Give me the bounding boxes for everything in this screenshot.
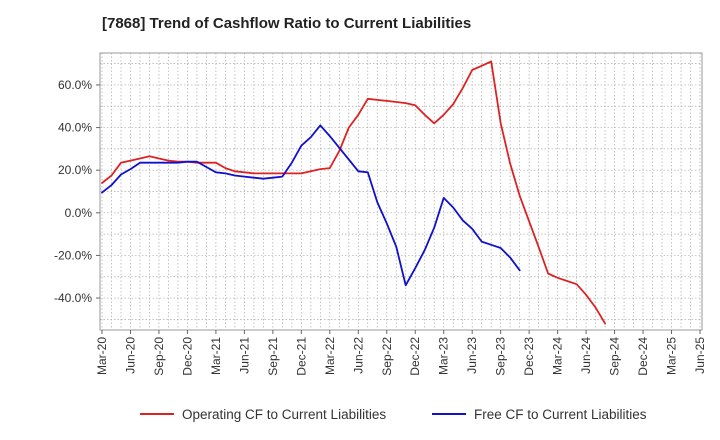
y-tick-label: 0.0%: [65, 206, 93, 220]
plot-border: [99, 52, 703, 331]
x-tick-label: Dec-20: [180, 337, 194, 376]
x-tick-label: Mar-25: [665, 337, 679, 375]
x-tick-label: Jun-24: [579, 337, 593, 374]
y-tick-label: 40.0%: [58, 121, 92, 135]
chart-title: [7868] Trend of Cashflow Ratio to Curren…: [102, 15, 472, 32]
x-tick-label: Jun-25: [693, 337, 707, 374]
x-tick-label: Jun-21: [237, 337, 251, 374]
x-tick-label: Jun-20: [123, 337, 137, 374]
x-tick-label: Sep-22: [380, 337, 394, 376]
x-tick-label: Sep-21: [266, 337, 280, 376]
y-tick-label: 60.0%: [58, 78, 92, 92]
legend: Operating CF to Current Liabilities Free …: [140, 407, 647, 422]
x-tick-label: Sep-24: [608, 337, 622, 376]
x-tick-label: Dec-23: [522, 337, 536, 376]
x-axis: Mar-20 Jun-20 Sep-20 Dec-20 Mar-21 Jun-21 Sep-…: [95, 330, 707, 376]
x-tick-label: Mar-22: [323, 337, 337, 375]
y-tick-label: -40.0%: [54, 291, 92, 305]
x-tick-label: Mar-20: [95, 337, 109, 375]
x-tick-label: Mar-21: [209, 337, 223, 375]
x-tick-label: Mar-23: [437, 337, 451, 375]
y-tick-label: -20.0%: [54, 248, 92, 262]
legend-label: Free CF to Current Liabilities: [474, 407, 647, 422]
x-tick-label: Dec-21: [294, 337, 308, 376]
y-tick-label: 20.0%: [58, 163, 92, 177]
x-tick-label: Mar-24: [551, 337, 565, 375]
x-tick-label: Sep-23: [494, 337, 508, 376]
x-tick-label: Dec-24: [636, 337, 650, 376]
x-tick-label: Jun-22: [351, 337, 365, 374]
grid-layer: [100, 53, 702, 330]
legend-label: Operating CF to Current Liabilities: [182, 407, 386, 422]
x-tick-label: Jun-23: [465, 337, 479, 374]
x-tick-label: Dec-22: [408, 337, 422, 376]
series-layer: [101, 60, 606, 325]
series-line-free-cf: [101, 124, 521, 287]
y-axis: -40.0% -20.0% 0.0% 20.0% 40.0% 60.0%: [54, 78, 100, 305]
x-tick-label: Sep-20: [152, 337, 166, 376]
